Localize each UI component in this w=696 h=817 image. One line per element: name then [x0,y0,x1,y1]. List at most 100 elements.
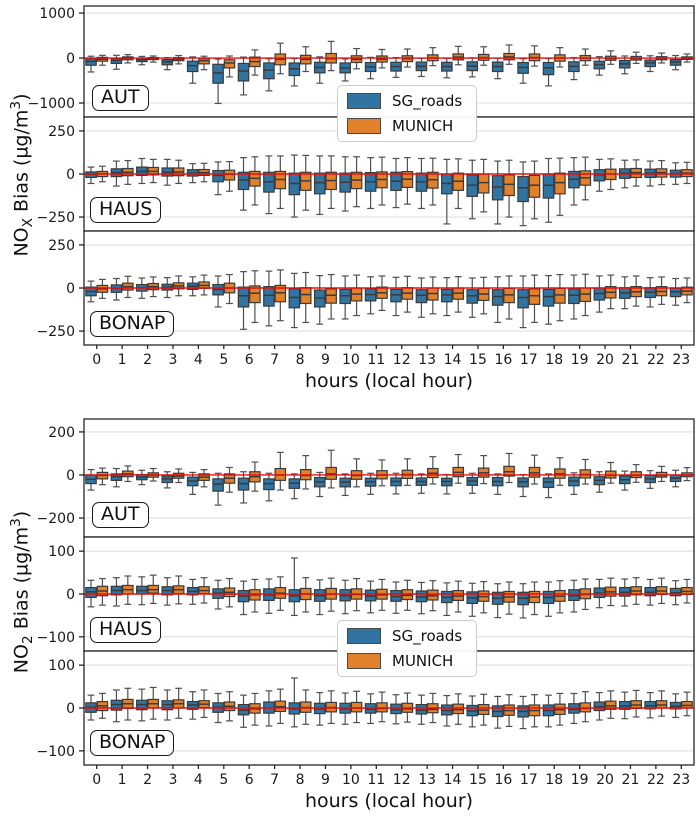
munich-swatch-icon [347,653,381,669]
x-tick-label: 0 [92,352,101,368]
x-tick-label: 12 [393,352,411,368]
series-SG_roads [85,467,682,506]
y-axis-label-no2: NO2 Bias (µg/m3) [8,510,37,674]
y-tick-label: 100 [48,544,75,560]
x-tick-label: 5 [219,772,228,788]
legend-label-sg-roads: SG_roads [392,627,463,645]
x-axis-label-nox: hours (local hour) [304,370,474,392]
legend-item-munich: MUNICH [347,117,462,135]
series-SG_roads [85,270,682,330]
x-tick-label: 10 [342,772,360,788]
x-tick-label: 12 [393,772,411,788]
y-tick-label: 250 [48,238,75,254]
x-tick-label: 15 [469,352,487,368]
x-tick-label: 18 [545,772,563,788]
y-tick-label: 250 [48,124,75,140]
x-tick-label: 11 [367,772,385,788]
x-tick-label: 14 [444,772,462,788]
x-tick-label: 23 [672,772,690,788]
station-label-haus-no2: HAUS [90,617,162,643]
x-tick-label: 17 [520,352,538,368]
x-tick-label: 9 [321,772,330,788]
y-tick-label: 200 [48,425,75,441]
y-tick-label: −250 [37,324,75,340]
x-tick-label: 4 [194,352,203,368]
x-tick-label: 3 [168,352,177,368]
x-tick-label: 21 [622,352,640,368]
legend-label-sg-roads: SG_roads [392,92,463,110]
x-tick-label: 13 [418,772,436,788]
sg-roads-swatch-icon [347,628,381,644]
x-tick-label: 2 [143,772,152,788]
x-tick-label: 18 [545,352,563,368]
station-label-aut-nox: AUT [92,85,149,111]
x-tick-label: 5 [219,352,228,368]
y-tick-label: 0 [66,468,75,484]
legend-item-sg-roads: SG_roads [347,92,462,110]
legend-nox: SG_roads MUNICH [337,85,478,142]
y-tick-label: −100 [37,744,75,760]
x-tick-label: 17 [520,772,538,788]
y-tick-label: −100 [37,630,75,646]
x-tick-label: 19 [571,772,589,788]
x-tick-label: 20 [596,772,614,788]
y-tick-label: 0 [66,701,75,717]
panel-aut-no2: 200 0 −200 [37,418,695,538]
series-MUNICH [96,154,693,220]
x-tick-label: 4 [194,772,203,788]
legend-label-munich: MUNICH [392,652,454,670]
x-tick-label: 8 [296,772,305,788]
station-label-aut-no2: AUT [92,502,149,528]
x-tick-label: 2 [143,352,152,368]
y-axis-label-nox: NOX Bias (µg/m3) [8,93,37,257]
x-tick-label: 14 [444,352,462,368]
station-label-bonap-nox: BONAP [90,311,175,337]
x-tick-label: 1 [118,352,127,368]
legend-no2: SG_roads MUNICH [337,620,478,677]
series-SG_roads [85,54,682,105]
x-tick-label: 13 [418,352,436,368]
x-tick-label: 7 [270,352,279,368]
legend-item-sg-roads: SG_roads [347,627,462,645]
x-axis-label-no2: hours (local hour) [304,790,474,812]
x-tick-label: 9 [321,352,330,368]
munich-swatch-icon [347,118,381,134]
x-tick-label: 8 [296,352,305,368]
x-tick-label: 16 [494,352,512,368]
x-tick-label: 11 [367,352,385,368]
x-tick-label: 7 [270,772,279,788]
station-label-haus-nox: HAUS [90,197,162,223]
sg-roads-swatch-icon [347,93,381,109]
station-label-bonap-no2: BONAP [90,730,175,756]
x-tick-label: 23 [672,352,690,368]
x-tick-label: 16 [494,772,512,788]
y-tick-label: 100 [48,658,75,674]
x-tick-label: 1 [118,772,127,788]
y-tick-label: 0 [66,51,75,67]
panel-bonap-nox: 250 0 −250 [37,230,695,346]
y-tick-label: 0 [66,167,75,183]
series-SG_roads [85,557,682,619]
legend-label-munich: MUNICH [392,117,454,135]
x-tick-label: 6 [245,352,254,368]
x-tick-label: 10 [342,352,360,368]
y-tick-label: −250 [37,210,75,226]
series-MUNICH [96,574,693,616]
x-tick-label: 21 [622,772,640,788]
x-tick-label: 22 [647,772,665,788]
x-tick-label: 20 [596,352,614,368]
x-tick-label: 22 [647,352,665,368]
y-tick-label: −200 [37,511,75,527]
y-tick-label: 0 [66,587,75,603]
x-tick-label: 3 [168,772,177,788]
x-tick-label: 6 [245,772,254,788]
legend-item-munich: MUNICH [347,652,462,670]
x-tick-label: 15 [469,772,487,788]
x-tick-label: 0 [92,772,101,788]
y-tick-label: 1000 [39,6,75,22]
y-tick-label: −1000 [28,96,75,112]
series-SG_roads [85,154,682,227]
y-tick-label: 0 [66,281,75,297]
x-tick-label: 19 [571,352,589,368]
